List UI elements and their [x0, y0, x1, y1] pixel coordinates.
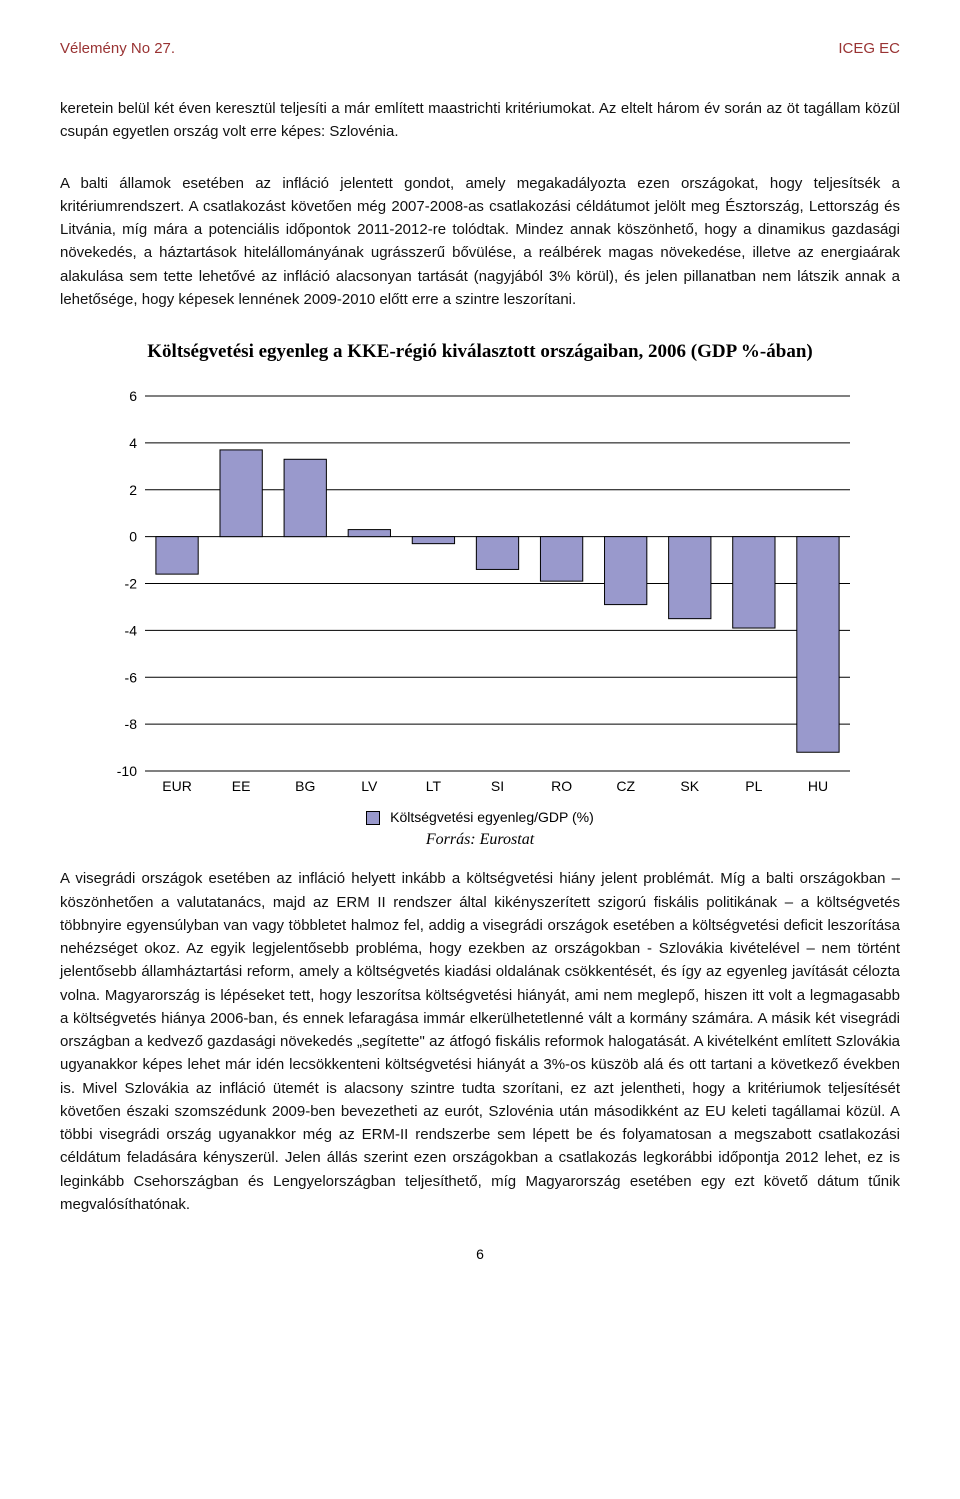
chart-svg: -10 -8 -6 -4 -2 0 2 4 6 EUR EE BG LV LT SI RO CZ SK PL HU: [90, 381, 870, 801]
bar-BG: [284, 459, 326, 536]
svg-text:4: 4: [129, 435, 137, 451]
svg-text:-6: -6: [125, 669, 138, 685]
bar-LT: [412, 537, 454, 544]
header-right: ICEG EC: [838, 40, 900, 57]
chart-legend: Költségvetési egyenleg/GDP (%): [60, 809, 900, 825]
page-header: Vélemény No 27. ICEG EC: [60, 40, 900, 57]
bar-CZ: [605, 537, 647, 605]
bar-SK: [669, 537, 711, 619]
svg-text:RO: RO: [551, 778, 572, 794]
svg-text:-10: -10: [117, 763, 137, 779]
svg-text:CZ: CZ: [616, 778, 635, 794]
svg-text:HU: HU: [808, 778, 828, 794]
svg-text:SK: SK: [680, 778, 699, 794]
chart-title: Költségvetési egyenleg a KKE-régió kivál…: [60, 341, 900, 363]
svg-text:SI: SI: [491, 778, 504, 794]
svg-text:EUR: EUR: [162, 778, 192, 794]
bar-EUR: [156, 537, 198, 575]
page-number: 6: [60, 1246, 900, 1262]
svg-text:EE: EE: [232, 778, 251, 794]
chart-source: Forrás: Eurostat: [60, 831, 900, 849]
bar-EE: [220, 450, 262, 537]
bar-SI: [476, 537, 518, 570]
svg-text:6: 6: [129, 388, 137, 404]
svg-text:LV: LV: [361, 778, 378, 794]
bar-RO: [540, 537, 582, 582]
paragraph-3: A visegrádi országok esetében az infláci…: [60, 867, 900, 1216]
svg-text:2: 2: [129, 482, 137, 498]
bar-PL: [733, 537, 775, 628]
svg-text:-8: -8: [125, 716, 138, 732]
svg-text:BG: BG: [295, 778, 315, 794]
paragraph-1: keretein belül két éven keresztül teljes…: [60, 97, 900, 144]
svg-text:PL: PL: [745, 778, 762, 794]
header-left: Vélemény No 27.: [60, 40, 175, 57]
svg-text:LT: LT: [426, 778, 442, 794]
legend-swatch: [366, 811, 380, 825]
svg-text:-4: -4: [125, 622, 138, 638]
svg-text:0: 0: [129, 529, 137, 545]
bar-LV: [348, 530, 390, 537]
svg-text:-2: -2: [125, 576, 138, 592]
paragraph-2: A balti államok esetében az infláció jel…: [60, 172, 900, 312]
budget-balance-chart: -10 -8 -6 -4 -2 0 2 4 6 EUR EE BG LV LT SI RO CZ SK PL HU: [90, 381, 870, 801]
bar-HU: [797, 537, 839, 753]
legend-label: Költségvetési egyenleg/GDP (%): [390, 809, 594, 825]
